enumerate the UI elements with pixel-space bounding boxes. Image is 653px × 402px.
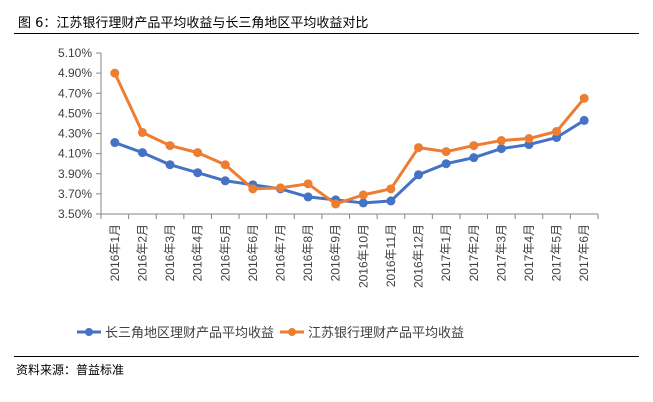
data-point <box>414 170 424 180</box>
data-point <box>441 147 451 157</box>
data-point <box>137 127 147 137</box>
data-point <box>469 141 479 151</box>
y-tick-label: 4.70% <box>58 86 92 100</box>
y-tick-label: 3.90% <box>58 167 92 181</box>
series-line <box>114 119 585 205</box>
series-jiangsu-bank <box>110 68 589 209</box>
title-divider <box>14 33 639 34</box>
data-point <box>303 192 313 202</box>
data-point <box>193 148 203 158</box>
legend-swatch-marker <box>85 328 93 336</box>
data-point <box>248 184 258 194</box>
x-tick-label: 2016年6月 <box>246 224 260 281</box>
legend-item: 长三角地区理财产品平均收益 <box>77 326 274 341</box>
data-point <box>524 134 534 144</box>
y-tick-label: 3.70% <box>58 187 92 201</box>
series-yangtze-delta <box>110 115 589 208</box>
x-tick-label: 2016年1月 <box>108 224 122 281</box>
y-tick-label: 4.30% <box>58 127 92 141</box>
data-point <box>496 144 506 154</box>
data-point <box>579 93 589 103</box>
x-tick-label: 2016年2月 <box>135 224 149 281</box>
data-point <box>496 136 506 146</box>
x-tick-label: 2017年3月 <box>494 224 508 281</box>
figure-title: 图 6：江苏银行理财产品平均收益与长三角地区平均收益对比 <box>18 16 369 31</box>
axes <box>100 53 598 215</box>
data-point <box>303 179 313 189</box>
y-tick-label: 3.50% <box>58 207 92 221</box>
y-tick-label: 4.10% <box>58 147 92 161</box>
data-point <box>220 160 230 170</box>
y-tick-label: 4.90% <box>58 66 92 80</box>
x-tick-label: 2016年5月 <box>218 224 232 281</box>
data-point <box>579 115 589 125</box>
y-tick-label: 4.50% <box>58 106 92 120</box>
series-layer <box>110 68 589 209</box>
data-point <box>441 159 451 169</box>
x-tick-label: 2017年4月 <box>522 224 536 281</box>
legend-item: 江苏银行理财产品平均收益 <box>280 325 464 341</box>
data-point <box>552 126 562 136</box>
data-point <box>331 199 341 209</box>
data-point <box>414 143 424 153</box>
data-point <box>358 190 368 200</box>
x-tick-label: 2016年3月 <box>163 224 177 281</box>
data-point <box>469 153 479 163</box>
x-tick-label: 2016年10月 <box>356 224 370 288</box>
data-point <box>165 160 175 170</box>
x-tick-label: 2016年12月 <box>412 224 426 288</box>
legend-label: 江苏银行理财产品平均收益 <box>308 325 464 341</box>
data-point <box>275 183 285 193</box>
x-tick-label: 2017年2月 <box>467 224 481 281</box>
data-point <box>110 138 120 148</box>
legend: 长三角地区理财产品平均收益 江苏银行理财产品平均收益 <box>77 325 464 341</box>
source-note: 资料来源：普益标准 <box>16 363 125 377</box>
x-tick-label: 2016年8月 <box>301 224 315 281</box>
x-tick-label: 2017年6月 <box>577 224 591 281</box>
data-point <box>110 68 120 78</box>
x-tick-label: 2017年5月 <box>550 224 564 281</box>
y-tick-label: 5.10% <box>58 46 92 60</box>
data-point <box>386 196 396 206</box>
data-point <box>193 168 203 178</box>
data-point <box>165 141 175 151</box>
source-divider <box>14 356 639 357</box>
legend-swatch-marker <box>288 328 296 336</box>
data-point <box>386 184 396 194</box>
data-point <box>220 176 230 186</box>
x-axis-ticks: 2016年1月 2016年2月 2016年3月 2016年4月 2016年5月 2016年… <box>100 214 599 288</box>
x-tick-label: 2016年11月 <box>384 224 398 287</box>
x-tick-label: 2017年1月 <box>439 224 453 281</box>
y-axis-ticks: 3.50% 3.70% 3.90% 4.10% 4.30% 4.50% 4.70% 4.90%… <box>58 46 101 221</box>
series-line <box>113 72 586 206</box>
x-tick-label: 2016年9月 <box>329 224 343 281</box>
data-point <box>358 198 368 208</box>
data-point <box>137 148 147 158</box>
legend-label: 长三角地区理财产品平均收益 <box>105 326 274 341</box>
x-tick-label: 2016年7月 <box>273 224 287 281</box>
x-tick-label: 2016年4月 <box>191 224 205 281</box>
